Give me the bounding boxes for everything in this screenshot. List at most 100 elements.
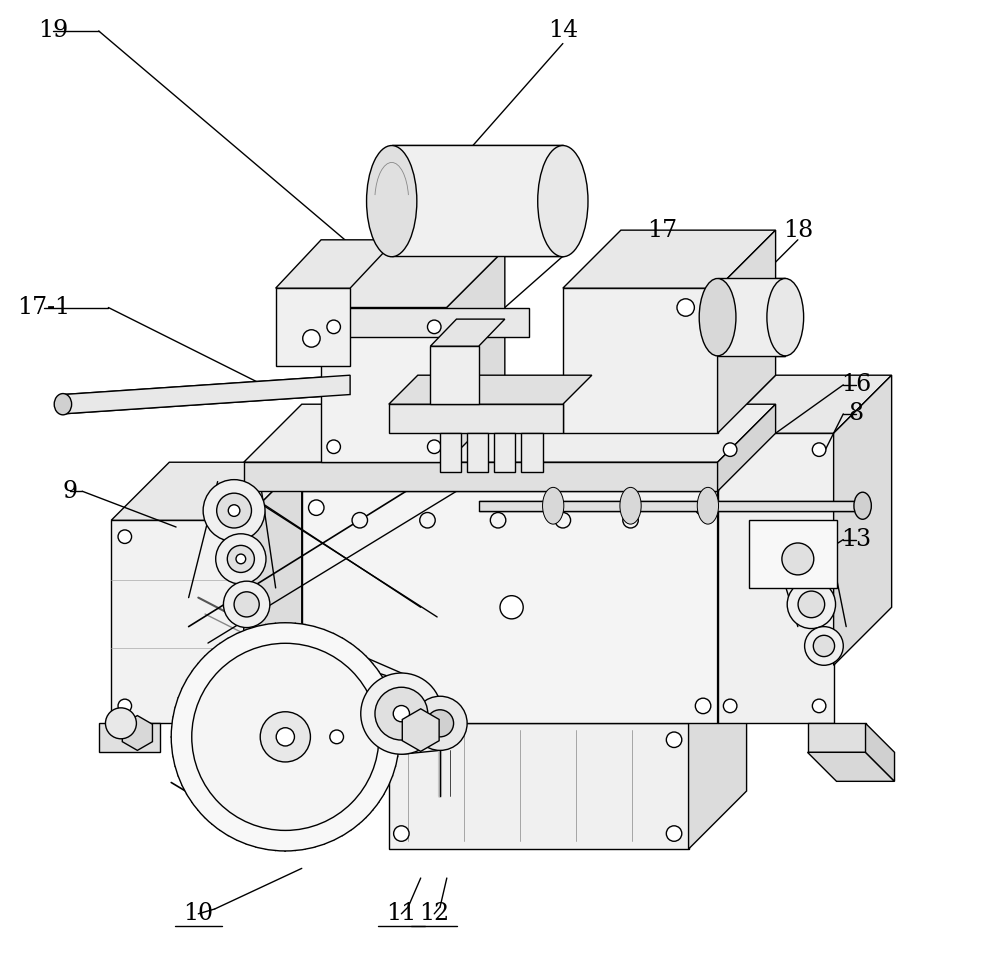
Polygon shape bbox=[563, 230, 776, 288]
Polygon shape bbox=[479, 501, 863, 511]
Circle shape bbox=[171, 623, 399, 851]
Polygon shape bbox=[63, 375, 350, 414]
Ellipse shape bbox=[620, 487, 641, 524]
Circle shape bbox=[309, 698, 324, 714]
Circle shape bbox=[105, 708, 136, 739]
Circle shape bbox=[623, 513, 638, 528]
Circle shape bbox=[805, 627, 843, 665]
Polygon shape bbox=[718, 375, 892, 433]
Circle shape bbox=[217, 493, 251, 528]
Circle shape bbox=[276, 728, 294, 746]
Circle shape bbox=[330, 730, 344, 744]
Ellipse shape bbox=[543, 487, 564, 524]
Text: 18: 18 bbox=[783, 219, 813, 242]
Circle shape bbox=[787, 580, 836, 629]
Polygon shape bbox=[447, 249, 505, 462]
Polygon shape bbox=[808, 752, 895, 781]
Polygon shape bbox=[808, 723, 866, 752]
Polygon shape bbox=[389, 404, 563, 433]
Text: 9: 9 bbox=[62, 480, 77, 503]
Circle shape bbox=[236, 554, 246, 564]
Ellipse shape bbox=[54, 394, 72, 415]
Polygon shape bbox=[467, 433, 488, 472]
Circle shape bbox=[216, 534, 266, 584]
Polygon shape bbox=[321, 249, 505, 308]
Text: 17: 17 bbox=[647, 219, 678, 242]
Circle shape bbox=[666, 826, 682, 841]
Polygon shape bbox=[276, 288, 350, 366]
Ellipse shape bbox=[538, 146, 588, 256]
Circle shape bbox=[695, 500, 711, 515]
Circle shape bbox=[812, 699, 826, 713]
Circle shape bbox=[352, 513, 368, 528]
Polygon shape bbox=[244, 462, 302, 723]
Circle shape bbox=[223, 581, 270, 628]
Polygon shape bbox=[718, 230, 776, 433]
Polygon shape bbox=[321, 308, 447, 462]
Polygon shape bbox=[430, 319, 505, 346]
Circle shape bbox=[413, 696, 467, 750]
Polygon shape bbox=[718, 404, 776, 491]
Circle shape bbox=[798, 591, 825, 618]
Polygon shape bbox=[718, 433, 776, 723]
Circle shape bbox=[303, 330, 320, 347]
Polygon shape bbox=[99, 723, 160, 752]
Circle shape bbox=[327, 320, 340, 334]
Polygon shape bbox=[718, 278, 785, 356]
Text: 19: 19 bbox=[38, 19, 68, 43]
Circle shape bbox=[666, 732, 682, 747]
Circle shape bbox=[234, 592, 259, 617]
Circle shape bbox=[813, 635, 835, 657]
Polygon shape bbox=[689, 665, 747, 849]
Circle shape bbox=[695, 698, 711, 714]
Ellipse shape bbox=[367, 146, 417, 256]
Polygon shape bbox=[749, 520, 837, 588]
Polygon shape bbox=[336, 308, 529, 337]
Text: 11: 11 bbox=[386, 902, 416, 925]
Circle shape bbox=[375, 688, 428, 740]
Circle shape bbox=[192, 643, 379, 831]
Circle shape bbox=[260, 712, 310, 762]
Circle shape bbox=[427, 710, 454, 737]
Circle shape bbox=[361, 673, 442, 754]
Text: 10: 10 bbox=[183, 902, 213, 925]
Circle shape bbox=[118, 699, 132, 713]
Polygon shape bbox=[718, 433, 834, 723]
Polygon shape bbox=[430, 346, 479, 404]
Circle shape bbox=[723, 699, 737, 713]
Circle shape bbox=[203, 480, 265, 542]
Circle shape bbox=[769, 530, 827, 588]
Ellipse shape bbox=[767, 278, 804, 356]
Text: 16: 16 bbox=[841, 373, 871, 396]
Polygon shape bbox=[302, 433, 776, 491]
Text: 8: 8 bbox=[848, 402, 863, 425]
Polygon shape bbox=[302, 491, 718, 723]
Polygon shape bbox=[392, 145, 563, 256]
Polygon shape bbox=[389, 665, 747, 723]
Polygon shape bbox=[111, 520, 244, 723]
Circle shape bbox=[222, 699, 236, 713]
Circle shape bbox=[227, 545, 254, 572]
Polygon shape bbox=[276, 240, 396, 288]
Text: 13: 13 bbox=[841, 528, 871, 551]
Circle shape bbox=[420, 513, 435, 528]
Circle shape bbox=[394, 732, 409, 747]
Circle shape bbox=[782, 543, 814, 574]
Circle shape bbox=[222, 530, 236, 543]
Polygon shape bbox=[521, 433, 543, 472]
Polygon shape bbox=[563, 288, 718, 433]
Ellipse shape bbox=[697, 487, 719, 524]
Text: 14: 14 bbox=[548, 19, 578, 43]
Polygon shape bbox=[244, 462, 718, 491]
Circle shape bbox=[555, 513, 571, 528]
Polygon shape bbox=[111, 462, 302, 520]
Circle shape bbox=[309, 500, 324, 515]
Polygon shape bbox=[244, 404, 776, 462]
Circle shape bbox=[723, 443, 737, 456]
Polygon shape bbox=[440, 433, 461, 472]
Polygon shape bbox=[389, 723, 689, 849]
Ellipse shape bbox=[854, 492, 871, 519]
Circle shape bbox=[677, 299, 694, 316]
Polygon shape bbox=[494, 433, 515, 472]
Circle shape bbox=[393, 706, 409, 721]
